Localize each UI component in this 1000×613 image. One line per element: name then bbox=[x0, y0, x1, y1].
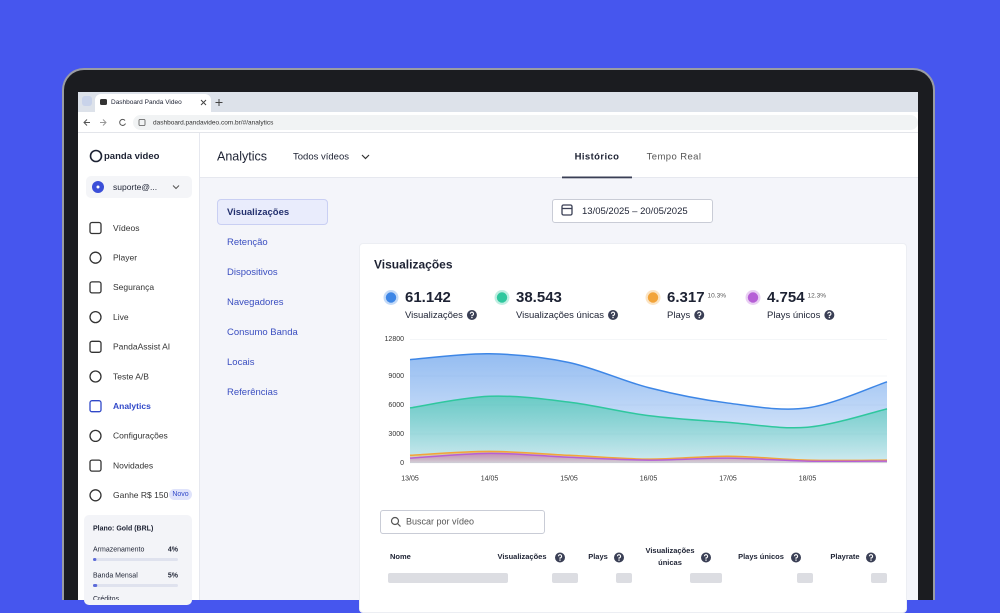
tab-bar bbox=[78, 92, 918, 112]
url-field bbox=[133, 115, 918, 130]
nav-item[interactable] bbox=[84, 247, 194, 269]
tab bbox=[95, 94, 211, 112]
submenu-item[interactable] bbox=[217, 350, 328, 374]
nav-item[interactable] bbox=[84, 217, 194, 239]
nav-item[interactable] bbox=[84, 425, 194, 447]
nav-item[interactable] bbox=[84, 455, 194, 477]
nav-item[interactable] bbox=[84, 276, 194, 298]
account-button[interactable] bbox=[86, 176, 192, 198]
column-header: Visualizações bbox=[497, 552, 547, 561]
badge: Novo bbox=[169, 489, 192, 500]
nav-item[interactable] bbox=[84, 336, 194, 358]
submenu-item[interactable] bbox=[217, 380, 328, 404]
submenu-item[interactable] bbox=[217, 260, 328, 284]
column-header: Playrate bbox=[830, 552, 860, 561]
column-header: Nome bbox=[390, 552, 411, 561]
plan-box bbox=[84, 515, 192, 605]
date-picker[interactable] bbox=[552, 199, 713, 223]
column-header: Plays bbox=[588, 552, 608, 561]
nav-item[interactable] bbox=[84, 395, 194, 417]
submenu-item[interactable] bbox=[217, 230, 328, 254]
column-header: Visualizações únicas bbox=[645, 546, 695, 567]
column-header: Plays únicos bbox=[738, 552, 784, 561]
nav-item[interactable] bbox=[84, 366, 194, 388]
submenu-item[interactable] bbox=[217, 200, 328, 224]
submenu-active bbox=[217, 199, 328, 225]
submenu-item[interactable] bbox=[217, 320, 328, 344]
header bbox=[200, 133, 918, 178]
nav-item[interactable] bbox=[84, 306, 194, 328]
page: { "browser": {"tab_title": "Dashboard Pa… bbox=[62, 68, 935, 613]
submenu-item[interactable] bbox=[217, 290, 328, 314]
search-box[interactable] bbox=[380, 510, 545, 534]
